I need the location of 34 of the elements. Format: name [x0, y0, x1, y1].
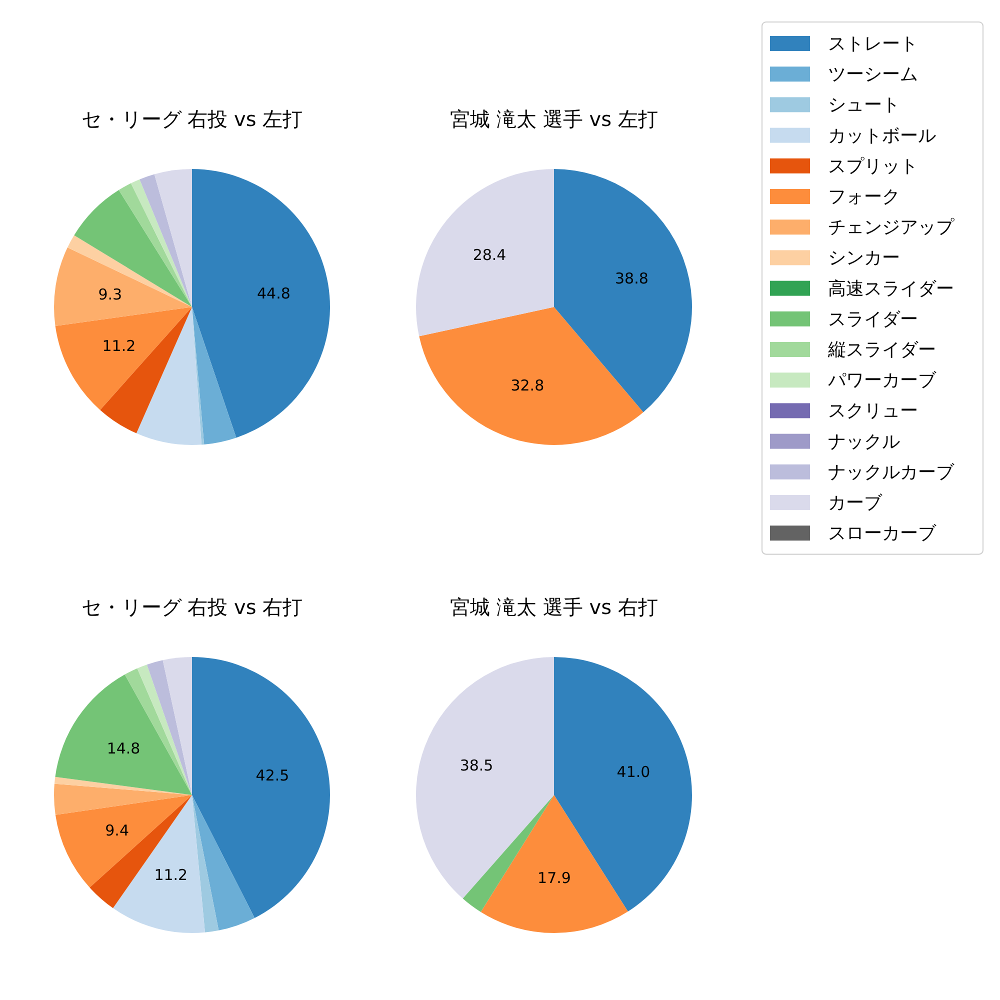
data-label: 41.0: [616, 762, 650, 781]
data-label: 42.5: [256, 766, 290, 785]
data-label: 14.8: [106, 739, 140, 758]
legend-label: 縦スライダー: [827, 340, 936, 360]
data-label: 28.4: [472, 246, 506, 264]
data-label: 17.9: [538, 868, 571, 887]
data-label: 11.2: [154, 866, 188, 884]
data-label: 9.4: [105, 821, 130, 840]
legend-label: ナックルカーブ: [828, 462, 955, 483]
legend-label: パワーカーブ: [827, 370, 937, 392]
legend-label: 高速スライダー: [828, 278, 954, 300]
legend-label: スライダー: [828, 308, 918, 330]
legend-label: カットボール: [828, 125, 936, 146]
legend-label: スクリュー: [828, 400, 918, 422]
legend-label: チェンジアップ: [828, 217, 955, 238]
legend-label: ナックル: [828, 431, 900, 452]
legend-label: ツーシーム: [828, 64, 918, 86]
legend-label: ストレート: [828, 34, 918, 54]
data-label: 38.5: [460, 756, 494, 775]
text: セ・リーグ 右投 vs 左打: [81, 107, 303, 131]
data-label: 44.8: [256, 284, 290, 303]
legend-label: シンカー: [828, 248, 900, 269]
data-label: 32.8: [510, 376, 544, 394]
data-label: 38.8: [615, 269, 648, 288]
legend-label: フォーク: [828, 186, 900, 208]
legend-label: スローカーブ: [828, 523, 937, 544]
legend-label: シュート: [828, 94, 900, 116]
data-label: 9.3: [98, 285, 122, 304]
legend-label: カーブ: [828, 492, 883, 514]
legend-label: スプリット: [828, 156, 918, 177]
chart-title: 宮城 滝太 選手 vs 左打: [450, 107, 658, 131]
data-label: 11.2: [102, 336, 136, 355]
chart-title: セ・リーグ 右投 vs 右打: [81, 595, 303, 619]
chart-title: 宮城 滝太 選手 vs 右打: [450, 595, 658, 619]
